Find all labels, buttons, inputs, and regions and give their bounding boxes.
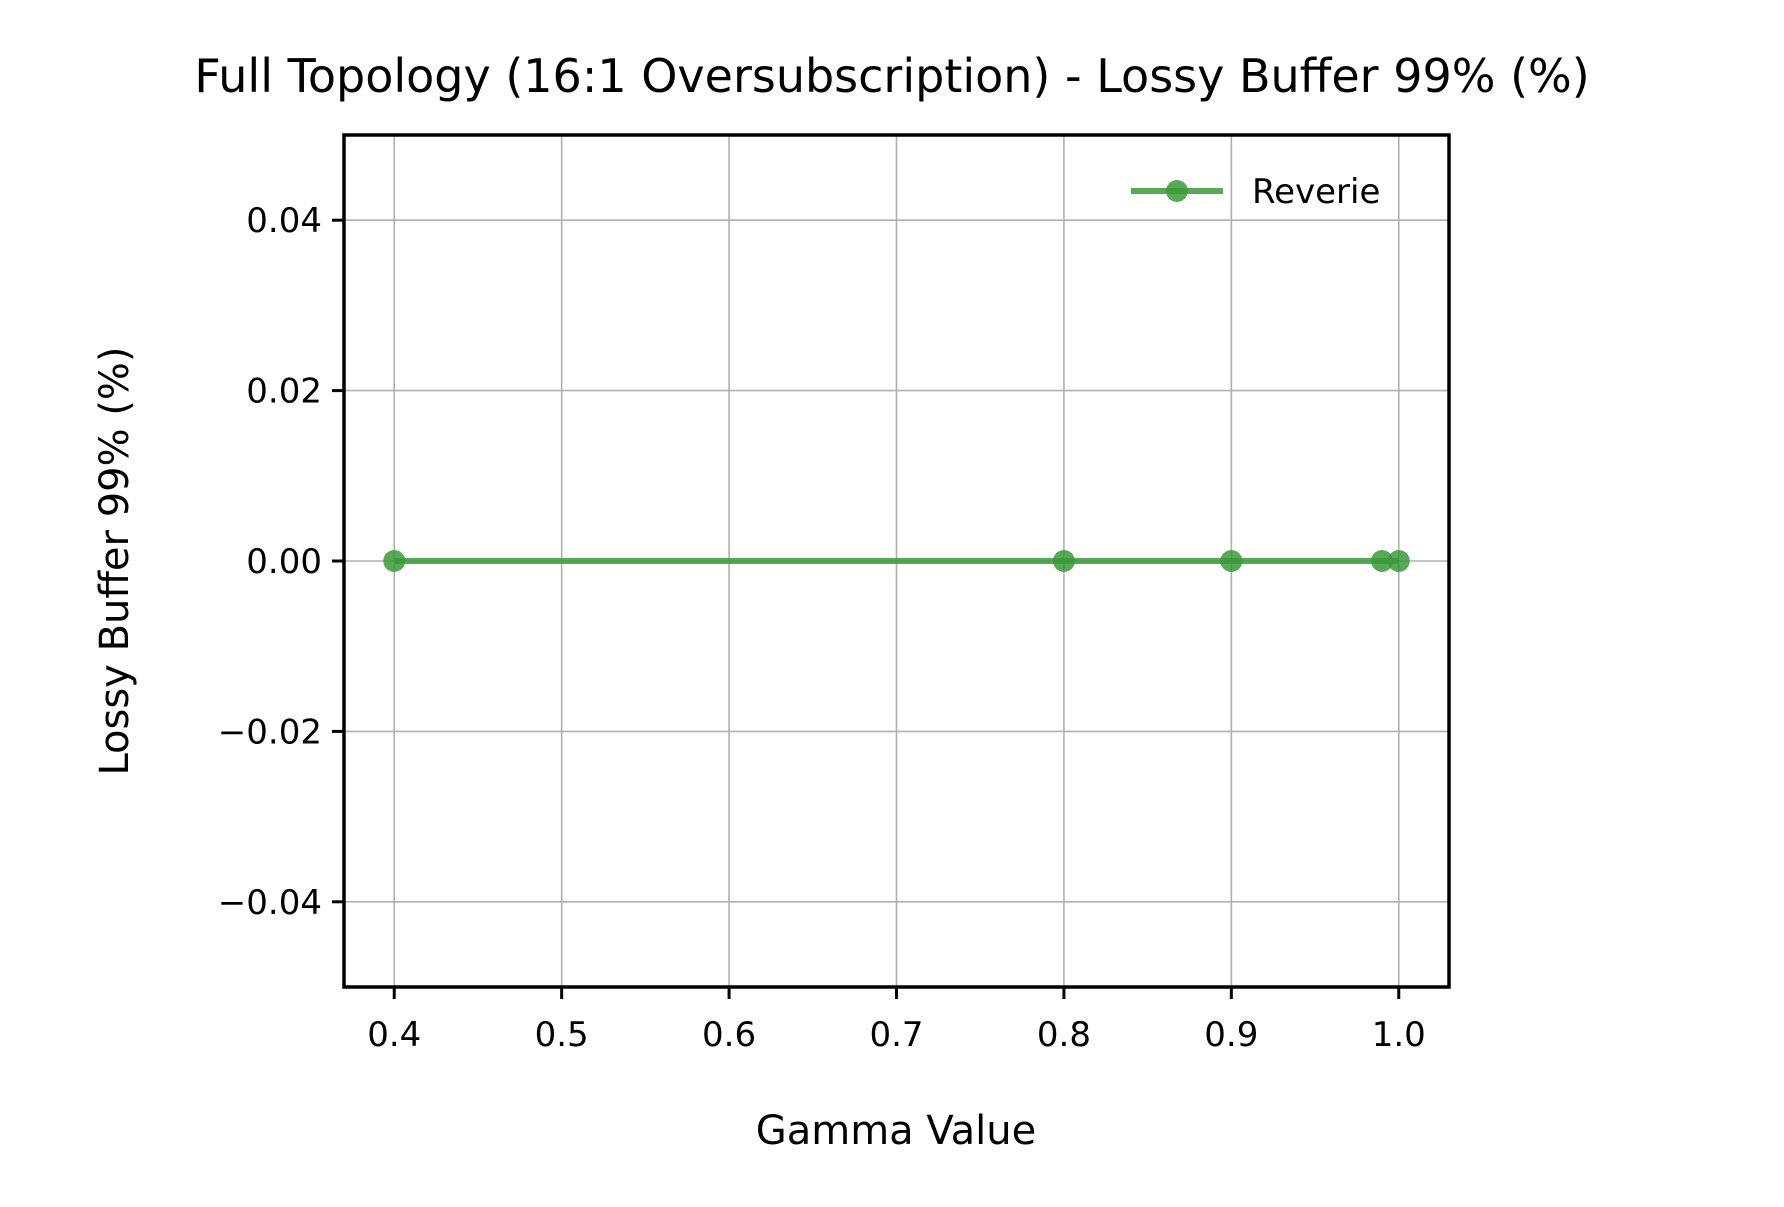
y-tick-label: 0.02 <box>246 372 322 412</box>
chart-title: Full Topology (16:1 Oversubscription) - … <box>194 49 1589 103</box>
y-tick-label: 0.00 <box>246 542 322 582</box>
data-point <box>1371 550 1394 572</box>
data-point <box>1220 550 1243 572</box>
y-tick-label: −0.02 <box>218 712 322 752</box>
series-layer <box>383 550 1410 572</box>
x-tick-label: 0.9 <box>1204 1015 1258 1055</box>
x-tick-label: 0.5 <box>535 1015 589 1055</box>
data-point <box>1387 550 1410 572</box>
y-tick-label: 0.04 <box>246 201 322 241</box>
y-axis-label: Lossy Buffer 99% (%) <box>92 346 138 775</box>
x-tick-label: 0.7 <box>869 1015 923 1055</box>
legend-label: Reverie <box>1252 172 1380 212</box>
y-tick-label: −0.04 <box>218 883 322 923</box>
data-point <box>383 550 406 572</box>
legend: Reverie <box>1131 172 1380 212</box>
data-point <box>1052 550 1075 572</box>
x-axis-ticks: 0.4 0.5 0.6 0.7 0.8 0.9 1.0 <box>367 987 1426 1055</box>
x-tick-label: 0.8 <box>1037 1015 1091 1055</box>
x-tick-label: 0.4 <box>367 1015 421 1055</box>
x-tick-label: 0.6 <box>702 1015 756 1055</box>
y-axis-ticks: −0.04 −0.02 0.00 0.02 0.04 <box>218 201 344 923</box>
x-axis-label: Gamma Value <box>756 1108 1037 1154</box>
legend-marker <box>1166 180 1188 202</box>
x-tick-label: 1.0 <box>1372 1015 1426 1055</box>
